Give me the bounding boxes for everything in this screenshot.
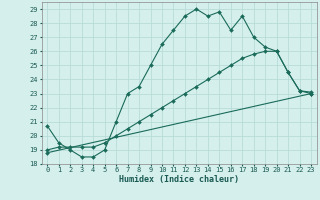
- X-axis label: Humidex (Indice chaleur): Humidex (Indice chaleur): [119, 175, 239, 184]
